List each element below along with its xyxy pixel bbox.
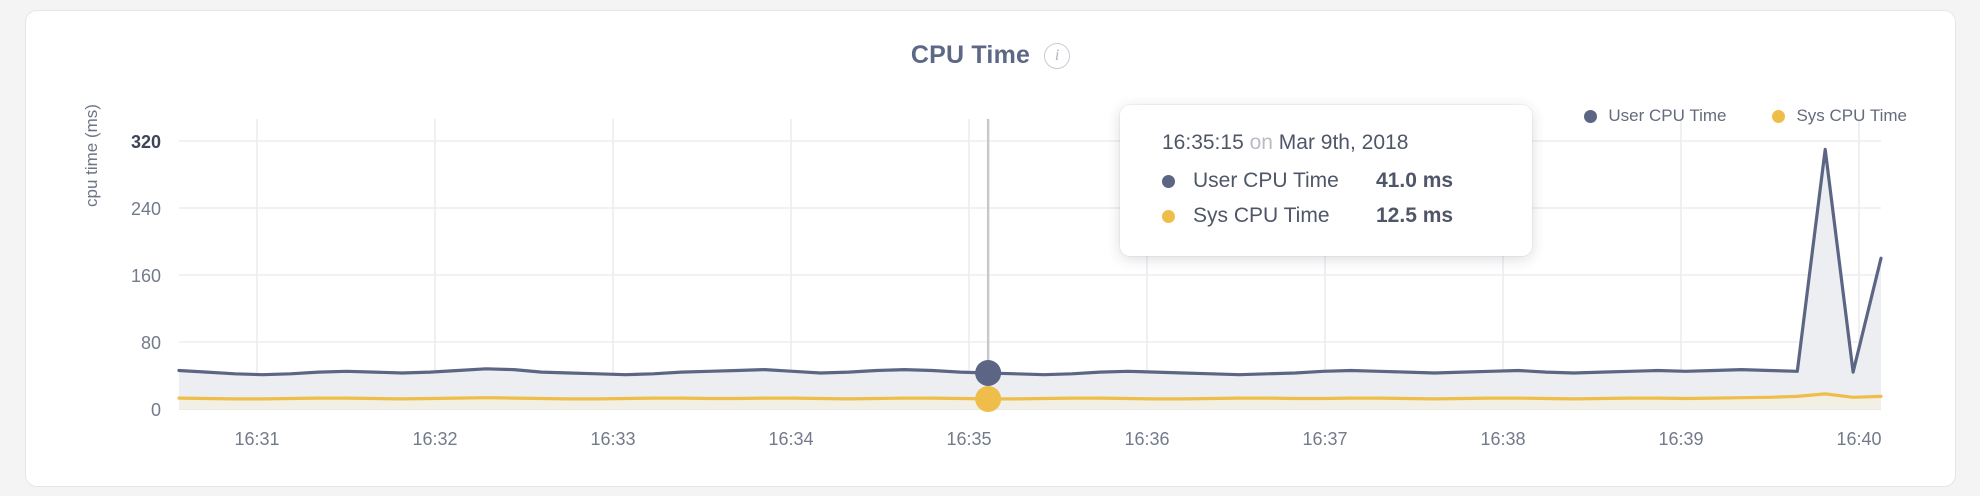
page-title: CPU Time [910, 41, 1031, 69]
svg-text:160: 160 [131, 266, 161, 286]
tooltip-value-user-cpu-time: 41.0 ms [1376, 169, 1454, 192]
plot-area[interactable]: 0 80 160 240 320 16:31 16:32 16:33 16:34 16:35 16:… [26, 11, 1955, 486]
tooltip-time: 16:35:15 [1162, 131, 1244, 154]
tooltip-row-user-cpu-time: User CPU Time 41.0 ms [1162, 169, 1498, 193]
tooltip-date: Mar 9th, 2018 [1278, 131, 1409, 154]
svg-text:16:32: 16:32 [412, 429, 457, 449]
tooltip-label-user-cpu-time: User CPU Time [1193, 169, 1339, 192]
legend-item-user-cpu-time[interactable]: User CPU Time [1584, 106, 1726, 126]
svg-text:320: 320 [131, 132, 161, 152]
svg-text:16:31: 16:31 [234, 429, 279, 449]
legend-dot-user-cpu-time [1584, 109, 1598, 123]
svg-text:16:37: 16:37 [1302, 429, 1347, 449]
legend-label-sys-cpu-time: Sys CPU Time [1796, 106, 1907, 125]
tooltip-label-sys-cpu-time: Sys CPU Time [1193, 204, 1330, 227]
cpu-time-chart-card: CPU Time i User CPU Time Sys CPU Time cp… [25, 10, 1956, 487]
svg-text:80: 80 [141, 333, 161, 353]
svg-text:16:33: 16:33 [590, 429, 635, 449]
tooltip-value-sys-cpu-time: 12.5 ms [1376, 204, 1454, 227]
chart-header: CPU Time i [26, 41, 1955, 70]
svg-text:0: 0 [151, 400, 161, 420]
legend-dot-sys-cpu-time [1772, 109, 1786, 123]
tooltip-dot-user-cpu-time [1162, 174, 1175, 188]
svg-text:16:36: 16:36 [1124, 429, 1169, 449]
tooltip-timestamp: 16:35:15 on Mar 9th, 2018 [1162, 131, 1498, 155]
tooltip-row-sys-cpu-time: Sys CPU Time 12.5 ms [1162, 204, 1498, 228]
tooltip-separator: on [1249, 131, 1273, 154]
svg-text:16:39: 16:39 [1658, 429, 1703, 449]
svg-text:16:40: 16:40 [1836, 429, 1881, 449]
chart-svg[interactable]: 0 80 160 240 320 16:31 16:32 16:33 16:34 16:35 16:… [26, 11, 1956, 487]
legend-label-user-cpu-time: User CPU Time [1608, 106, 1727, 125]
chart-tooltip: 16:35:15 on Mar 9th, 2018 User CPU Time … [1120, 105, 1532, 256]
info-icon[interactable]: i [1044, 42, 1071, 69]
svg-text:16:35: 16:35 [946, 429, 991, 449]
svg-text:16:38: 16:38 [1480, 429, 1525, 449]
tooltip-dot-sys-cpu-time [1162, 209, 1175, 223]
legend-item-sys-cpu-time[interactable]: Sys CPU Time [1772, 106, 1907, 126]
svg-text:16:34: 16:34 [768, 429, 813, 449]
svg-text:240: 240 [131, 199, 161, 219]
chart-legend: User CPU Time Sys CPU Time [1584, 106, 1907, 126]
